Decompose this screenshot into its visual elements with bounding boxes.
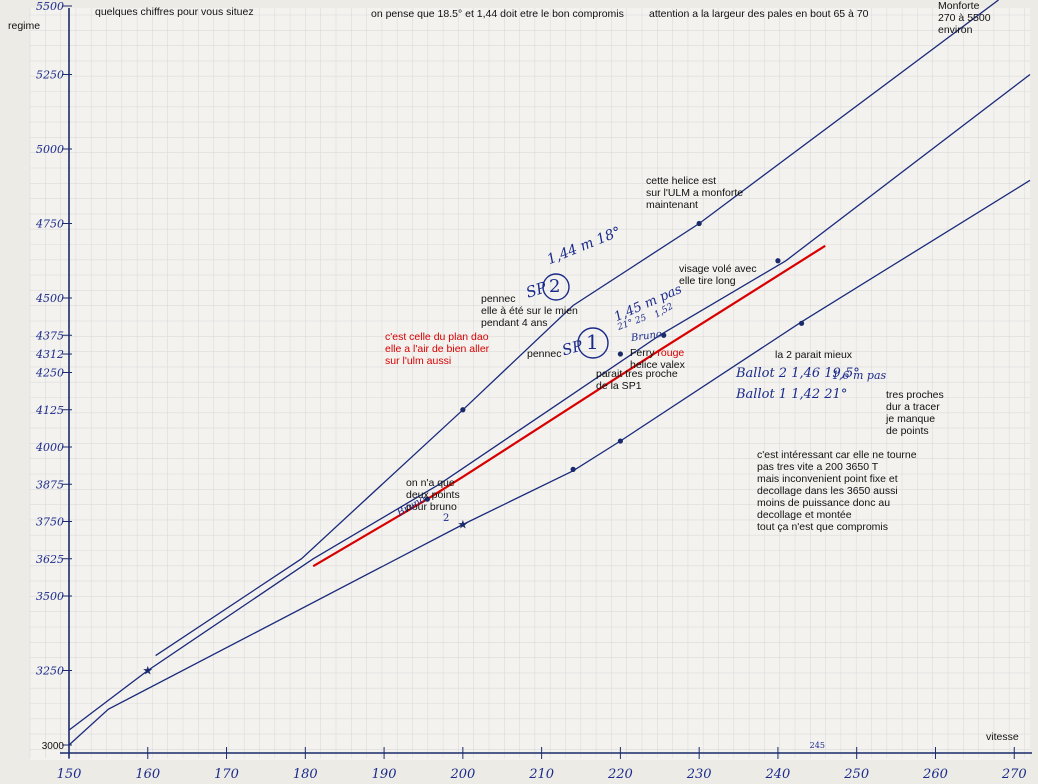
hand-ballot2: Ballot 2 1,46 19,5° — [736, 366, 860, 381]
hand-ballot1: Ballot 1 1,42 21° — [736, 387, 848, 402]
x-ticks: 150 160 170 180 190 200 210 220 230 240 250 260 270 2… — [57, 741, 1027, 782]
axes — [60, 8, 1032, 758]
y-tick-label: 3875 — [36, 478, 64, 491]
note-rouge: rouge — [657, 347, 685, 359]
data-point — [617, 438, 623, 444]
y-tick-label: 4750 — [35, 218, 64, 231]
note-proche-sp1: parait tres proche de la SP1 — [596, 368, 678, 392]
x-tick-label: 160 — [135, 767, 160, 782]
hand-sp1-num: 1 — [586, 330, 599, 354]
series-line — [68, 73, 1031, 731]
sp2-circle — [542, 273, 570, 301]
note-pennec-sp2: pennec elle à été sur le mien pendant 4 … — [481, 293, 578, 329]
x-tick-label: 240 — [765, 767, 791, 782]
data-point — [696, 220, 702, 227]
x-tick-label: 270 — [1001, 767, 1027, 782]
x-extra-mark-label: 245 — [810, 741, 825, 750]
y-tick-label: 3625 — [36, 553, 64, 566]
hand-small-2: 2 — [443, 513, 450, 524]
note-helice-ulm: cette helice est sur l'ULM a monforte ma… — [646, 175, 744, 211]
x-tick-label: 210 — [528, 767, 554, 782]
y-tick-label: 3000 — [42, 741, 65, 752]
data-points: ★★ — [142, 220, 805, 678]
note-valex: helice valex — [630, 359, 685, 371]
data-point — [661, 332, 667, 338]
y-tick-label: 4375 — [35, 329, 64, 342]
series-lines — [68, 0, 1031, 746]
x-tick-label: 250 — [843, 767, 869, 782]
data-point-star: ★ — [457, 517, 468, 531]
data-point-star: ★ — [142, 664, 153, 678]
note-pennec-sp1: pennec — [527, 348, 562, 360]
note-ferry: Ferry rouge — [630, 347, 684, 359]
data-point — [460, 407, 466, 413]
y-tick-label: 5500 — [36, 0, 64, 13]
x-tick-label: 200 — [449, 767, 475, 782]
note-tres-proches: tres proches dur a tracer je manque de p… — [886, 389, 944, 437]
x-tick-label: 170 — [214, 767, 239, 782]
y-ticks: 5500 5250 5000 4750 4500 4375 4312 4250 4125 4000… — [35, 0, 72, 752]
note-la2: la 2 parait mieux — [775, 349, 853, 361]
data-point — [424, 496, 431, 502]
note-interessant: c'est intéressant car elle ne tourne pas… — [757, 449, 917, 533]
sp1-circle — [577, 327, 609, 359]
sp1-circle-group — [577, 327, 609, 359]
data-point — [617, 351, 623, 357]
note-deux-points: on n'a que deux points pour bruno — [406, 477, 460, 513]
note-plan-dao: c'est celle du plan dao elle a l'air de … — [385, 331, 490, 367]
y-tick-label: 5250 — [36, 69, 64, 82]
grid — [29, 8, 1030, 758]
x-tick-label: 190 — [372, 767, 397, 782]
hand-ballot2-pas: 1,6 m pas — [832, 369, 887, 382]
graph-paper — [30, 8, 1030, 760]
data-point — [775, 258, 781, 264]
x-tick-label: 180 — [293, 767, 318, 782]
y-tick-label: 4250 — [35, 367, 64, 380]
y-tick-label: 3500 — [36, 590, 64, 603]
x-tick-label: 220 — [607, 767, 633, 782]
data-point — [570, 466, 576, 472]
y-tick-label: 3250 — [36, 665, 64, 678]
y-tick-label: 3750 — [36, 516, 64, 529]
note-compromis: on pense que 18.5° et 1,44 doit etre le … — [371, 8, 624, 20]
note-visage: visage volé avec elle tire long — [679, 263, 757, 287]
y-tick-label: 4000 — [35, 441, 64, 454]
sp2-circle-group — [542, 273, 570, 301]
y-tick-label: 4500 — [35, 292, 64, 305]
x-axis-title: vitesse — [986, 731, 1019, 743]
note-monforte: Monforte 270 à 5500 environ — [938, 0, 991, 36]
hand-sp2-num: 2 — [549, 276, 561, 297]
y-axis-title: regime — [8, 20, 41, 32]
data-point — [798, 320, 805, 326]
note-ferry-name: Ferry — [630, 347, 655, 359]
x-tick-label: 230 — [686, 767, 712, 782]
y-tick-label: 4125 — [35, 404, 64, 417]
series-line — [312, 244, 826, 568]
y-tick-label: 5000 — [36, 143, 64, 156]
series-line — [155, 0, 999, 657]
y-tick-label: 4312 — [35, 348, 64, 361]
note-largeur-pales: attention a la largeur des pales en bout… — [649, 8, 869, 20]
x-tick-label: 150 — [57, 767, 82, 782]
note-quelques-chiffres: quelques chiffres pour vous situez — [95, 6, 254, 18]
x-tick-label: 260 — [922, 767, 948, 782]
